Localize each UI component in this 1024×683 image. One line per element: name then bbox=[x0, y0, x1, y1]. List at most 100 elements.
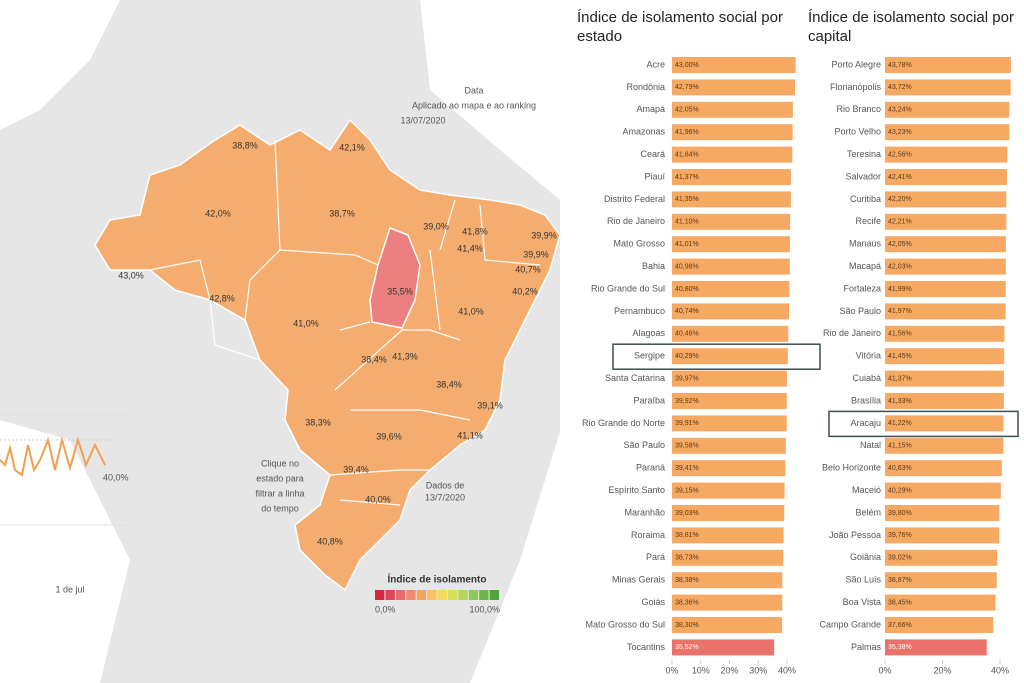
category-label: Goiás bbox=[641, 597, 665, 607]
map-value-label: 39,1% bbox=[477, 400, 503, 410]
bar bbox=[885, 527, 1000, 544]
bar bbox=[672, 617, 783, 633]
timeline-sparkline bbox=[0, 436, 106, 477]
legend-swatch bbox=[458, 590, 468, 600]
value-label: 41,22% bbox=[888, 420, 912, 427]
bar bbox=[672, 124, 793, 141]
bar bbox=[672, 79, 796, 96]
category-label: Macapá bbox=[849, 261, 881, 271]
category-label: Belo Horizonte bbox=[822, 463, 881, 473]
bar bbox=[672, 527, 784, 544]
bar bbox=[672, 594, 783, 611]
x-tick-label: 0% bbox=[878, 665, 891, 675]
bar bbox=[885, 169, 1007, 185]
map-date-note: 13/7/2020 bbox=[425, 492, 465, 502]
map-value-label: 40,0% bbox=[365, 494, 391, 504]
legend-swatch bbox=[406, 590, 416, 600]
value-label: 38,81% bbox=[675, 532, 699, 539]
category-label: Goiânia bbox=[850, 552, 881, 562]
category-label: Bahia bbox=[642, 261, 665, 271]
category-label: São Luís bbox=[845, 575, 881, 585]
bar bbox=[672, 370, 787, 387]
map-header: Data bbox=[464, 85, 483, 95]
value-label: 42,20% bbox=[888, 196, 912, 203]
legend-min: 0,0% bbox=[375, 604, 396, 614]
value-label: 39,58% bbox=[675, 443, 699, 450]
map-value-label: 39,6% bbox=[376, 431, 402, 441]
category-label: Rio de Janeiro bbox=[823, 328, 881, 338]
bar bbox=[672, 325, 789, 342]
bar bbox=[672, 281, 790, 297]
map-value-label: 38,4% bbox=[436, 379, 462, 389]
bar bbox=[672, 505, 785, 521]
bar bbox=[885, 146, 1008, 163]
value-label: 41,10% bbox=[675, 219, 699, 226]
category-label: Espírito Santo bbox=[608, 485, 665, 495]
map-value-label: 38,7% bbox=[329, 208, 355, 218]
category-label: Natal bbox=[860, 440, 881, 450]
chart-title: Índice de isolamento social por estado bbox=[577, 9, 783, 45]
category-label: Mato Grosso do Sul bbox=[585, 619, 665, 629]
map-value-label: 42,8% bbox=[209, 293, 235, 303]
bar bbox=[672, 146, 793, 163]
category-label: Sergipe bbox=[634, 351, 665, 361]
map-subheader: Aplicado ao mapa e ao ranking bbox=[412, 100, 536, 110]
category-label: Rio Grande do Norte bbox=[582, 418, 665, 428]
category-label: São Paulo bbox=[623, 440, 665, 450]
category-label: Alagoas bbox=[632, 328, 665, 338]
category-label: Acre bbox=[646, 59, 665, 69]
bar bbox=[885, 370, 1004, 387]
category-label: Vitória bbox=[856, 351, 881, 361]
category-label: Fortaleza bbox=[843, 283, 881, 293]
legend-swatch bbox=[479, 590, 489, 600]
value-label: 39,91% bbox=[675, 420, 699, 427]
map-value-label: 41,8% bbox=[462, 226, 488, 236]
bar bbox=[885, 79, 1011, 96]
bar bbox=[672, 549, 784, 566]
category-label: Brasília bbox=[851, 395, 881, 405]
category-label: Belém bbox=[855, 507, 881, 517]
value-label: 42,21% bbox=[888, 219, 912, 226]
category-label: Porto Alegre bbox=[831, 59, 881, 69]
value-label: 39,02% bbox=[888, 555, 912, 562]
bar bbox=[672, 101, 793, 118]
map-value-label: 39,9% bbox=[531, 230, 557, 240]
legend-title: Índice de isolamento bbox=[388, 573, 487, 586]
bar bbox=[885, 639, 987, 656]
value-label: 40,63% bbox=[888, 465, 912, 472]
value-label: 39,03% bbox=[675, 510, 699, 517]
category-label: Pará bbox=[646, 552, 665, 562]
selection-box bbox=[612, 343, 821, 370]
map-value-label: 38,8% bbox=[232, 140, 258, 150]
map-date-note: Dados de bbox=[426, 480, 465, 490]
map-value-label: 41,4% bbox=[457, 243, 483, 253]
value-label: 39,92% bbox=[675, 398, 699, 405]
value-label: 41,56% bbox=[888, 331, 912, 338]
value-label: 39,76% bbox=[888, 532, 912, 539]
value-label: 43,00% bbox=[675, 62, 699, 69]
value-label: 41,45% bbox=[888, 353, 912, 360]
legend-max: 100,0% bbox=[469, 604, 500, 614]
value-label: 40,29% bbox=[888, 487, 912, 494]
value-label: 35,38% bbox=[888, 644, 912, 651]
category-label: Distrito Federal bbox=[604, 194, 665, 204]
map-hint: Clique no bbox=[261, 458, 299, 468]
map-value-label: 38,3% bbox=[305, 417, 331, 427]
bar bbox=[672, 303, 790, 320]
bar bbox=[672, 169, 791, 185]
bar bbox=[672, 572, 783, 589]
value-label: 42,79% bbox=[675, 84, 699, 91]
bar bbox=[672, 191, 791, 208]
state-borders bbox=[149, 139, 541, 506]
map-value-label: 38,4% bbox=[361, 354, 387, 364]
category-label: Ceará bbox=[640, 149, 665, 159]
bar bbox=[672, 639, 775, 656]
bar bbox=[885, 617, 994, 633]
value-label: 40,46% bbox=[675, 331, 699, 338]
value-label: 40,80% bbox=[675, 286, 699, 293]
map-value-label: 39,4% bbox=[343, 464, 369, 474]
value-label: 35,52% bbox=[675, 644, 699, 651]
legend-swatch bbox=[416, 590, 427, 600]
value-label: 41,01% bbox=[675, 241, 699, 248]
